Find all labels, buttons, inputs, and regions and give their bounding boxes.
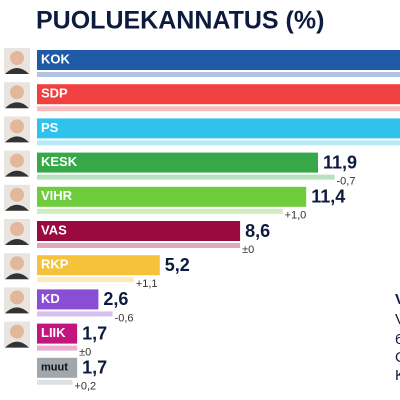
- portrait-body: [5, 239, 29, 245]
- category-label: SDP: [41, 86, 68, 101]
- portrait-face: [10, 187, 24, 202]
- change-label: ±0: [242, 244, 254, 256]
- category-label: VIHR: [41, 188, 73, 203]
- bar: [37, 50, 400, 70]
- category-label: KOK: [41, 51, 71, 66]
- category-label: KD: [41, 291, 60, 306]
- portraits: [4, 48, 30, 348]
- category-label: VAS: [41, 222, 67, 237]
- side-text: O: [395, 349, 400, 366]
- category-label: LIIK: [41, 325, 66, 340]
- bar: [37, 186, 307, 207]
- value-label: 11,9: [323, 152, 357, 172]
- portrait-face: [10, 324, 24, 339]
- bar: [37, 357, 78, 378]
- category-label: PS: [41, 120, 59, 135]
- previous-bar: [37, 174, 335, 180]
- side-text: V: [395, 311, 400, 328]
- previous-bar: [37, 311, 113, 317]
- portrait-body: [5, 136, 29, 143]
- portrait-face: [10, 85, 24, 100]
- value-label: 11,4: [311, 187, 345, 207]
- previous-bar: [37, 277, 134, 283]
- bar: [37, 255, 160, 276]
- previous-bar: [37, 243, 241, 248]
- change-label: +0,2: [74, 381, 96, 393]
- change-label: ±0: [79, 347, 91, 359]
- portrait-body: [5, 273, 29, 280]
- portrait-face: [10, 119, 24, 134]
- previous-bar: [37, 106, 400, 112]
- change-label: -0,7: [337, 176, 356, 188]
- change-label: +1,0: [285, 210, 307, 222]
- bar: [37, 152, 318, 173]
- change-label: -0,6: [115, 312, 134, 324]
- category-label: RKP: [41, 257, 69, 272]
- value-label: 1,7: [82, 323, 107, 343]
- portrait-face: [10, 290, 24, 305]
- value-label: 2,6: [103, 289, 128, 309]
- previous-bar: [37, 140, 400, 146]
- bar: [37, 289, 99, 310]
- portrait-face: [10, 51, 24, 65]
- previous-bar: [37, 379, 73, 385]
- previous-bar: [37, 345, 78, 351]
- bar: [37, 118, 400, 139]
- previous-bar: [37, 208, 283, 214]
- category-label: muut: [41, 362, 68, 374]
- value-label: 8,6: [245, 221, 270, 241]
- bar: [37, 84, 400, 105]
- portrait-body: [5, 68, 29, 74]
- value-label: 1,7: [82, 358, 107, 378]
- portrait-body: [5, 204, 29, 211]
- portrait-face: [10, 222, 24, 236]
- value-label: 5,2: [165, 255, 190, 275]
- portrait-face: [10, 256, 24, 271]
- change-label: +1,1: [136, 278, 158, 290]
- side-text: 6: [395, 331, 400, 348]
- portrait-face: [10, 153, 24, 168]
- chart-title: PUOLUEKANNATUS (%): [36, 7, 324, 35]
- portrait-body: [5, 341, 29, 348]
- portrait-body: [5, 102, 29, 109]
- side-text: K: [395, 367, 400, 384]
- category-label: KESK: [41, 154, 78, 169]
- bar: [37, 323, 78, 344]
- portrait-body: [5, 170, 29, 177]
- previous-bar: [37, 72, 400, 77]
- side-text: V: [395, 291, 400, 308]
- portrait-body: [5, 307, 29, 314]
- bar: [37, 221, 241, 241]
